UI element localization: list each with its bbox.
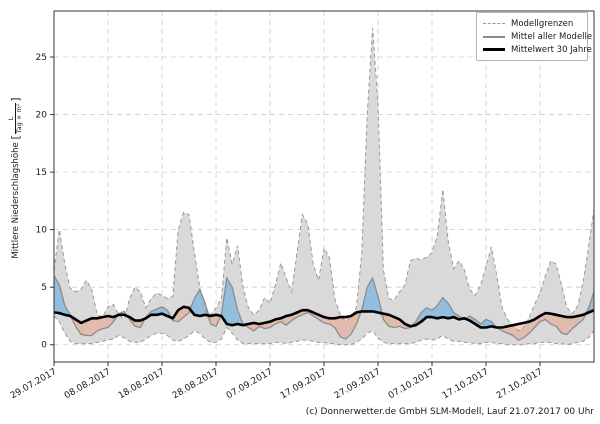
legend-item-modellgrenzen: Modellgrenzen — [483, 17, 581, 30]
svg-text:27.10.2017: 27.10.2017 — [495, 367, 545, 401]
svg-text:10: 10 — [36, 226, 48, 236]
y-axis-unit-fraction: L Tag × m² — [7, 102, 23, 135]
y-axis-unit-denominator: Tag × m² — [14, 103, 23, 134]
svg-text:15: 15 — [36, 168, 47, 178]
copyright-text: (c) Donnerwetter.de GmbH SLM-Modell, Lau… — [305, 407, 594, 417]
y-axis-unit-bracket-open: [ — [8, 135, 22, 140]
svg-text:27.09.2017: 27.09.2017 — [333, 367, 383, 401]
svg-text:07.10.2017: 07.10.2017 — [387, 367, 437, 401]
y-axis-unit-bracket-close: ] — [8, 97, 22, 102]
legend-item-mittelwert-30-jahre: Mittelwert 30 Jahre — [483, 43, 592, 56]
gray-line-icon — [483, 35, 505, 38]
svg-text:25: 25 — [36, 53, 47, 63]
svg-text:08.08.2017: 08.08.2017 — [63, 367, 113, 401]
svg-text:5: 5 — [41, 283, 47, 293]
svg-text:07.09.2017: 07.09.2017 — [225, 367, 275, 401]
dashed-line-icon — [483, 23, 505, 24]
svg-text:0: 0 — [41, 341, 47, 351]
y-axis-label: Mittlere Niederschlagshöhe [L Tag × m²] — [7, 78, 23, 278]
black-line-icon — [483, 48, 505, 51]
y-axis-label-text: Mittlere Niederschlagshöhe — [10, 142, 21, 259]
svg-text:29.07.2017: 29.07.2017 — [9, 367, 59, 401]
svg-text:17.09.2017: 17.09.2017 — [279, 367, 329, 401]
svg-text:17.10.2017: 17.10.2017 — [441, 367, 491, 401]
svg-text:28.08.2017: 28.08.2017 — [171, 367, 221, 401]
legend-label: Mittelwert 30 Jahre — [511, 44, 592, 55]
svg-text:18.08.2017: 18.08.2017 — [117, 367, 167, 401]
legend: Modellgrenzen Mittel aller Modelle Mitte… — [476, 12, 592, 61]
legend-label: Modellgrenzen — [511, 18, 574, 29]
legend-item-mittel-aller-modelle: Mittel aller Modelle — [483, 30, 592, 43]
legend-label: Mittel aller Modelle — [511, 31, 593, 42]
svg-text:20: 20 — [36, 111, 48, 121]
